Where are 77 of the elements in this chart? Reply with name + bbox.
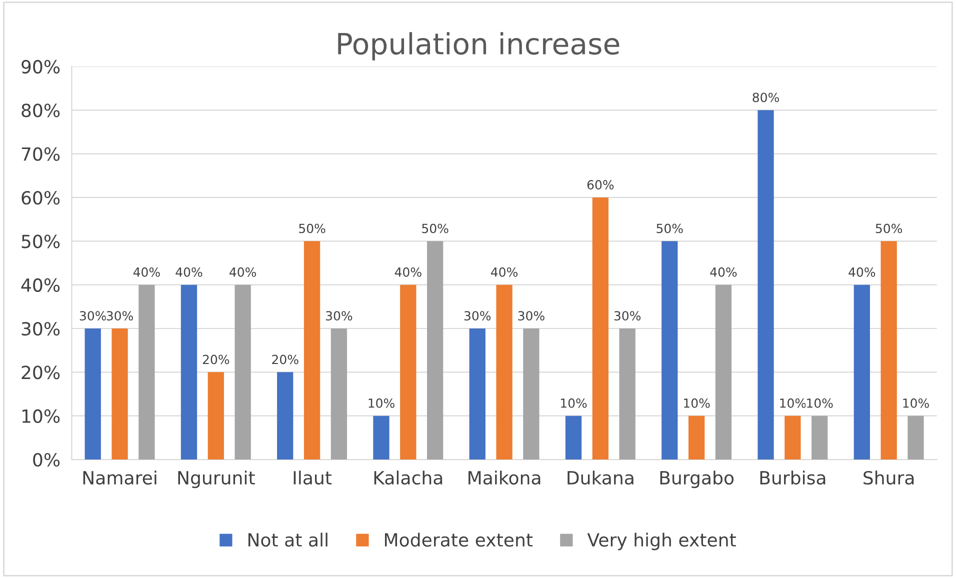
bar — [330, 328, 348, 460]
data-label: 60% — [587, 180, 614, 190]
x-tick-label: Ngurunit — [178, 470, 255, 488]
y-tick-label: 80% — [22, 104, 60, 118]
bar — [880, 241, 897, 460]
bar — [234, 284, 251, 460]
data-label: 40% — [710, 267, 737, 277]
bar — [400, 284, 416, 460]
bar — [812, 416, 828, 460]
y-tick-label: 0% — [33, 452, 60, 467]
bar — [715, 284, 732, 460]
data-label: 20% — [202, 354, 230, 364]
data-label: 30% — [464, 311, 491, 321]
data-label: 50% — [422, 224, 448, 234]
data-label: 40% — [848, 267, 876, 277]
data-label: 40% — [491, 267, 518, 277]
bar — [908, 416, 924, 460]
x-tick-label: Ilaut — [294, 470, 332, 485]
bar — [180, 284, 198, 460]
bar — [496, 284, 512, 460]
data-label: 10% — [560, 398, 587, 408]
y-tick-label: 30% — [22, 322, 60, 336]
bar — [469, 328, 486, 460]
data-label: 40% — [133, 267, 160, 277]
data-label: 10% — [684, 398, 710, 408]
bar — [208, 372, 224, 460]
data-label: 30% — [518, 311, 544, 321]
data-label: 30% — [614, 311, 641, 321]
bar — [688, 416, 705, 460]
y-tick-label: 90% — [22, 60, 60, 74]
data-label: 20% — [272, 354, 298, 364]
data-label: 40% — [176, 267, 202, 277]
bar — [84, 328, 101, 460]
x-tick-label: Maikona — [468, 470, 540, 485]
bar — [373, 416, 390, 460]
bar — [138, 284, 155, 460]
data-label: 10% — [903, 398, 929, 408]
data-label: 10% — [780, 398, 806, 408]
bar — [427, 241, 444, 460]
y-tick-label: 20% — [22, 366, 60, 380]
bar — [523, 328, 540, 460]
bar — [784, 416, 801, 460]
data-label: 50% — [656, 224, 683, 234]
bar — [619, 328, 636, 460]
legend-label: Very high extent — [587, 532, 736, 550]
y-tick-label: 70% — [22, 147, 60, 161]
bar — [662, 241, 678, 460]
x-tick-label: Kalacha — [374, 470, 442, 485]
data-label: 10% — [807, 398, 833, 408]
bar — [277, 372, 294, 460]
x-tick-label: Burbisa — [760, 470, 826, 485]
data-label: 30% — [80, 311, 106, 321]
data-label: 30% — [106, 311, 133, 321]
data-label: 50% — [876, 224, 902, 234]
data-label: 10% — [368, 398, 394, 408]
y-tick-label: 10% — [22, 409, 60, 423]
x-tick-label: Shura — [864, 470, 914, 485]
y-tick-label: 60% — [22, 190, 60, 205]
chart-title: Population increase — [338, 32, 620, 60]
legend-label: Moderate extent — [384, 532, 533, 547]
data-label: 50% — [299, 224, 326, 234]
bar — [304, 241, 320, 460]
y-tick-label: 40% — [21, 278, 60, 292]
bar — [112, 328, 128, 460]
y-tick-label: 50% — [22, 234, 60, 248]
x-tick-label: Namarei — [83, 470, 156, 485]
data-label: 40% — [394, 267, 422, 277]
bar — [565, 416, 582, 460]
data-label: 40% — [230, 267, 256, 277]
data-label: 80% — [752, 92, 779, 102]
bar — [854, 284, 870, 460]
x-tick-label: Burgabo — [660, 470, 734, 488]
legend-label: Not at all — [248, 532, 328, 547]
data-label: 30% — [326, 311, 352, 321]
bar — [592, 197, 608, 460]
x-tick-label: Dukana — [568, 470, 634, 485]
bar — [758, 110, 774, 460]
